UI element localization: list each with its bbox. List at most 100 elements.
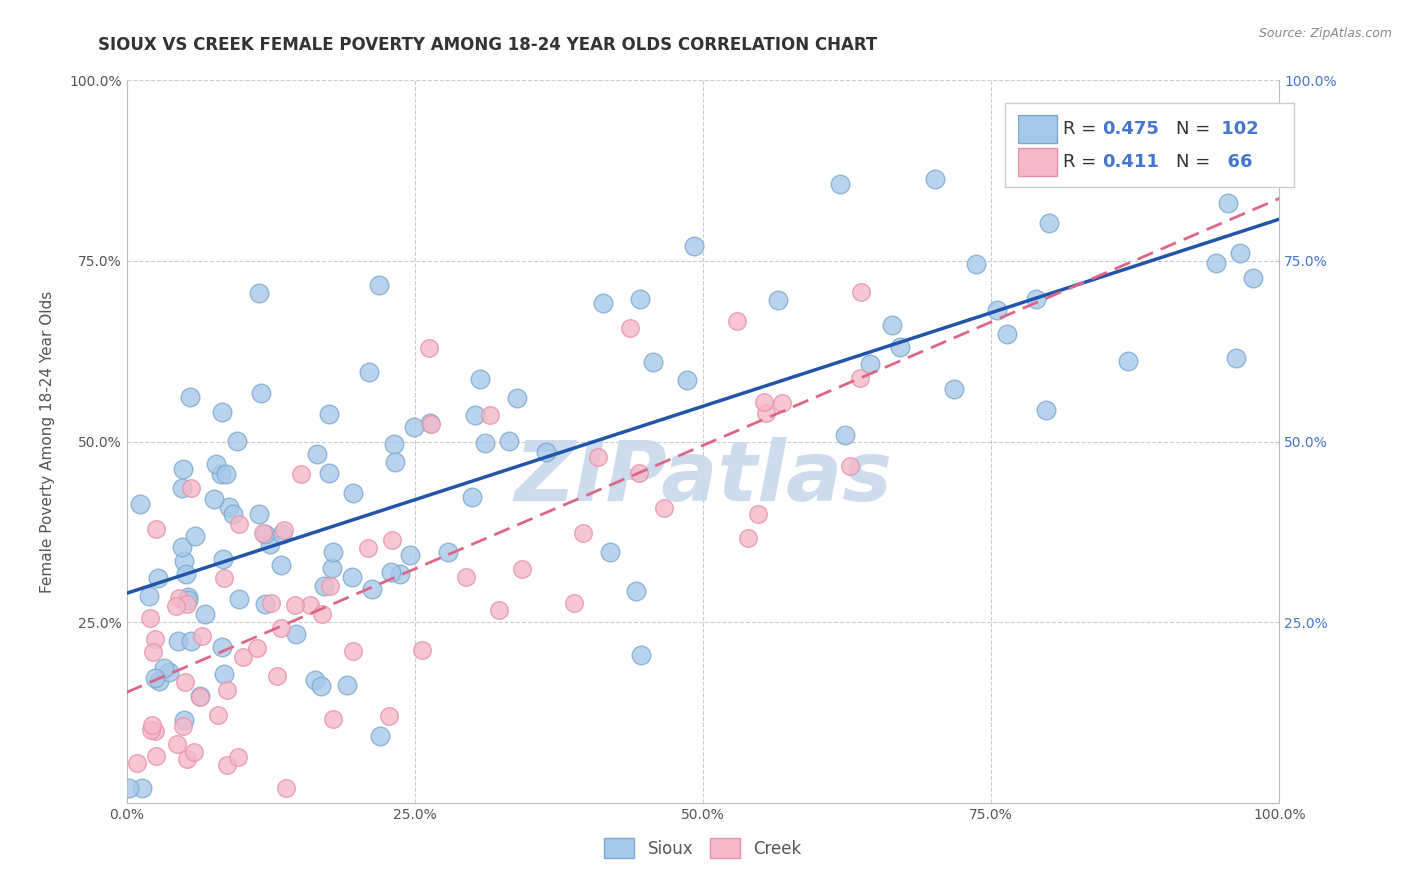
Point <box>176 597 198 611</box>
Point <box>266 669 288 683</box>
Point <box>167 634 190 648</box>
Point <box>173 713 195 727</box>
Point <box>755 406 778 420</box>
Point <box>143 632 166 647</box>
Point <box>284 599 307 613</box>
Point <box>880 318 903 332</box>
Point <box>1038 216 1060 230</box>
Point <box>859 357 882 371</box>
Point <box>342 644 364 658</box>
Legend: Sioux, Creek: Sioux, Creek <box>596 830 810 867</box>
Point <box>627 466 650 480</box>
Point <box>834 428 856 442</box>
Point <box>270 527 292 541</box>
Point <box>139 723 162 738</box>
Point <box>411 643 433 657</box>
Point <box>211 640 233 655</box>
Point <box>359 366 381 380</box>
Point <box>253 526 276 541</box>
Point <box>190 690 212 704</box>
Point <box>249 385 271 400</box>
Point <box>474 436 496 450</box>
Point <box>624 583 647 598</box>
Point <box>215 683 238 698</box>
Point <box>319 578 342 592</box>
Point <box>173 675 195 690</box>
Point <box>246 640 269 655</box>
Text: 66: 66 <box>1215 153 1253 171</box>
Point <box>318 466 340 480</box>
Text: R =: R = <box>1063 120 1102 138</box>
Point <box>943 383 966 397</box>
Point <box>142 645 165 659</box>
Point <box>311 607 333 621</box>
Point <box>965 257 987 271</box>
Point <box>318 407 340 421</box>
Point <box>619 321 641 335</box>
Point <box>342 486 364 500</box>
Point <box>747 508 769 522</box>
Point <box>849 285 872 300</box>
Point <box>253 597 276 611</box>
Point <box>986 303 1008 318</box>
Point <box>304 673 326 687</box>
Point <box>389 567 412 582</box>
Point <box>170 540 193 554</box>
Point <box>138 589 160 603</box>
Point <box>247 285 270 300</box>
Point <box>305 447 328 461</box>
Point <box>1225 351 1247 365</box>
Point <box>478 408 501 422</box>
Point <box>260 597 283 611</box>
Point <box>202 492 225 507</box>
Point <box>276 781 298 796</box>
Point <box>1035 403 1057 417</box>
Point <box>419 417 441 431</box>
Point <box>157 665 180 679</box>
Point <box>232 649 254 664</box>
Point <box>399 548 422 562</box>
Point <box>322 545 344 559</box>
Point <box>437 545 460 559</box>
Point <box>172 462 194 476</box>
Point <box>167 591 190 605</box>
Point <box>211 552 233 566</box>
Point <box>571 526 593 541</box>
Point <box>599 544 621 558</box>
Point <box>770 396 793 410</box>
Point <box>737 531 759 545</box>
Point <box>176 590 198 604</box>
Point <box>173 553 195 567</box>
Point <box>1216 195 1239 210</box>
Point <box>464 409 486 423</box>
Point <box>849 371 872 385</box>
Point <box>118 781 141 796</box>
Point <box>259 537 281 551</box>
Point <box>226 434 249 448</box>
Text: R =: R = <box>1063 153 1102 171</box>
Point <box>380 533 402 548</box>
Y-axis label: Female Poverty Among 18-24 Year Olds: Female Poverty Among 18-24 Year Olds <box>41 291 55 592</box>
Point <box>127 756 149 770</box>
Text: 0.475: 0.475 <box>1102 120 1159 138</box>
Point <box>360 582 382 596</box>
Text: N =: N = <box>1175 153 1216 171</box>
Point <box>139 611 162 625</box>
Point <box>146 571 169 585</box>
Point <box>165 599 187 613</box>
Point <box>995 326 1018 341</box>
Point <box>188 690 211 704</box>
Point <box>180 633 202 648</box>
Point <box>215 757 238 772</box>
Text: Source: ZipAtlas.com: Source: ZipAtlas.com <box>1258 27 1392 40</box>
Point <box>252 525 274 540</box>
Point <box>676 373 699 387</box>
Point <box>247 507 270 521</box>
Point <box>506 391 529 405</box>
Point <box>461 490 484 504</box>
Point <box>176 752 198 766</box>
Point <box>752 395 775 409</box>
Point <box>335 678 357 692</box>
Point <box>498 434 520 448</box>
Point <box>194 607 217 621</box>
